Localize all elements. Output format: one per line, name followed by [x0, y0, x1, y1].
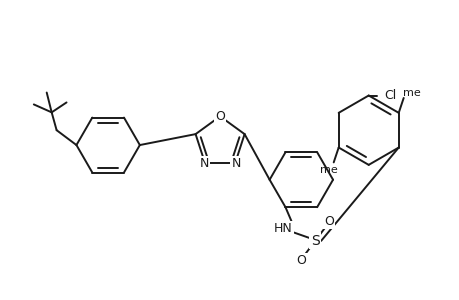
Text: HN: HN [274, 223, 292, 236]
Text: O: O [296, 254, 306, 267]
Text: S: S [310, 234, 319, 248]
Text: N: N [199, 158, 208, 170]
Text: Cl: Cl [384, 89, 396, 102]
Text: O: O [324, 214, 333, 227]
Text: O: O [215, 110, 224, 123]
Text: me: me [402, 88, 420, 98]
Text: N: N [231, 158, 241, 170]
Text: me: me [319, 165, 337, 175]
